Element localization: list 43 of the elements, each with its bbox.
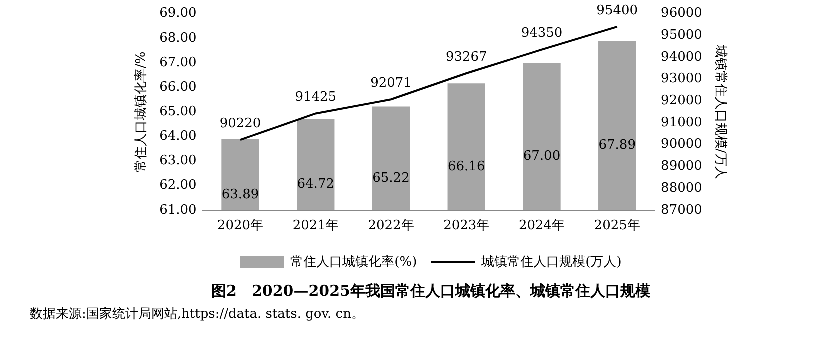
source-note: 数据来源:国家统计局网站,https://data. stats. gov. cn。 xyxy=(30,306,366,323)
y2-tick-label: 87000 xyxy=(661,202,702,218)
y-tick-label: 61.00 xyxy=(160,202,197,218)
y2-tick-label: 96000 xyxy=(661,6,702,22)
x-tick-label: 2025年 xyxy=(594,218,640,234)
y2-tick-label: 88000 xyxy=(661,180,702,196)
data-label: 91425 xyxy=(295,90,337,106)
y-tick-label: 62.00 xyxy=(160,178,197,194)
data-label: 90220 xyxy=(220,116,262,132)
data-label: 66.16 xyxy=(448,159,486,174)
data-label: 93267 xyxy=(446,50,488,65)
x-tick-label: 2022年 xyxy=(368,218,414,234)
x-tick-label: 2020年 xyxy=(217,218,264,234)
x-tick-label: 2024年 xyxy=(518,218,566,234)
y2-tick-label: 95000 xyxy=(661,28,702,44)
data-label: 95400 xyxy=(596,3,638,18)
y-tick-label: 67.00 xyxy=(160,55,197,70)
y-tick-label: 69.00 xyxy=(160,6,197,22)
y2-tick-label: 91000 xyxy=(661,115,702,130)
data-label: 64.72 xyxy=(297,177,334,192)
x-tick-label: 2021年 xyxy=(292,218,339,234)
data-label: 92071 xyxy=(370,76,412,91)
y-tick-label: 63.00 xyxy=(160,154,197,169)
data-label: 63.89 xyxy=(222,187,260,202)
x-tick-label: 2023年 xyxy=(444,218,490,234)
y2-tick-label: 93000 xyxy=(661,72,702,87)
legend-label: 城镇常住人口规模(万人) xyxy=(480,254,622,270)
data-label: 94350 xyxy=(521,26,563,42)
y2-tick-label: 89000 xyxy=(661,159,702,174)
y-tick-label: 68.00 xyxy=(160,30,197,46)
data-label: 67.89 xyxy=(598,138,636,154)
y2-tick-label: 92000 xyxy=(661,94,702,109)
y2-tick-label: 90000 xyxy=(661,137,702,152)
y-tick-label: 66.00 xyxy=(160,80,197,95)
y-tick-label: 65.00 xyxy=(160,104,197,120)
text: 图2 2020—2025年我国常住人口城镇化率、城镇常住人口规模 xyxy=(212,282,652,300)
legend-label: 常住人口城镇化率(%) xyxy=(290,254,418,270)
y-tick-label: 64.00 xyxy=(160,129,197,144)
data-label: 65.22 xyxy=(372,170,410,186)
y-axis-title: 常住人口城镇化率/% xyxy=(133,52,150,172)
y2-tick-label: 94000 xyxy=(661,50,702,65)
data-label: 67.00 xyxy=(523,149,561,164)
y2-axis-title: 城镇常住人口规模/万人 xyxy=(712,44,728,180)
